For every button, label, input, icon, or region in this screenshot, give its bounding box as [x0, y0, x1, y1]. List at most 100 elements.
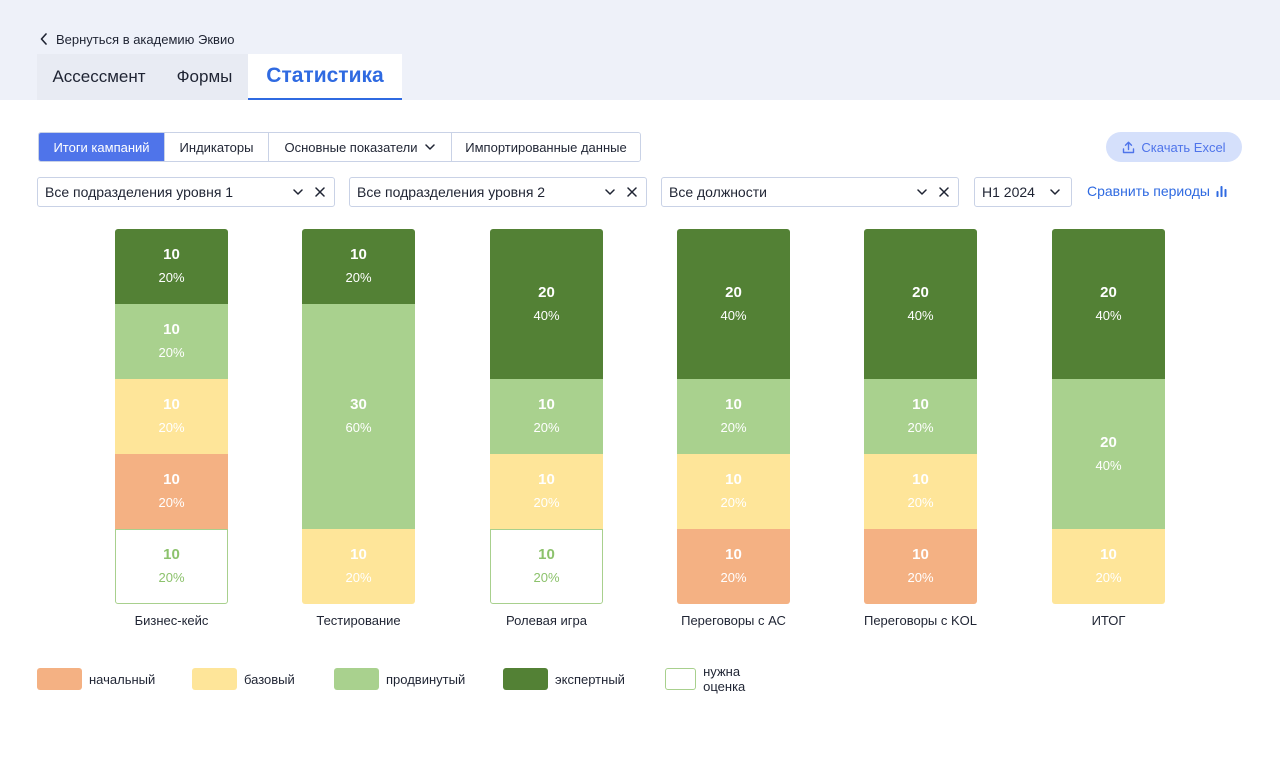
chevron-down-icon[interactable]	[287, 178, 309, 206]
bar-segment-expert[interactable]: 20 40%	[864, 229, 977, 379]
segment-count-label: 10	[163, 396, 180, 413]
category-label: Переговоры с АС	[681, 613, 786, 628]
segment-percent-label: 20%	[907, 495, 934, 510]
chevron-left-icon	[40, 33, 47, 45]
segment-count-label: 10	[538, 396, 555, 413]
bar-column: 10 20% 10 20% 10 20% 10 20% 10 20%	[115, 229, 228, 604]
bar-segment-needs-assessment[interactable]: 10 20%	[115, 529, 228, 604]
bar-segment-expert[interactable]: 20 40%	[1052, 229, 1165, 379]
bar-segment-expert[interactable]: 20 40%	[490, 229, 603, 379]
subtab-main-metrics[interactable]: Основные показатели	[269, 133, 452, 161]
legend-label: базовый	[244, 671, 295, 687]
bar-column: 20 40% 10 20% 10 20% 10 20%	[490, 229, 603, 604]
filter-level1-select[interactable]: Все подразделения уровня 1	[37, 177, 335, 207]
filter-period-value: H1 2024	[982, 184, 1035, 200]
bar-segment-expert[interactable]: 10 20%	[115, 229, 228, 304]
bar-segment-needs-assessment[interactable]: 10 20%	[490, 529, 603, 604]
back-link[interactable]: Вернуться в академию Эквио	[40, 31, 234, 47]
bar-segment-basic[interactable]: 10 20%	[115, 379, 228, 454]
segment-percent-label: 20%	[533, 495, 560, 510]
bar-segment-advanced[interactable]: 30 60%	[302, 304, 415, 529]
bar-segment-basic[interactable]: 10 20%	[864, 454, 977, 529]
bar-segment-advanced[interactable]: 20 40%	[1052, 379, 1165, 529]
compare-periods-link[interactable]: Сравнить периоды	[1087, 182, 1227, 200]
segment-count-label: 10	[163, 471, 180, 488]
filter-level1-value: Все подразделения уровня 1	[45, 184, 234, 200]
category-label: ИТОГ	[1091, 613, 1126, 628]
tab-forms[interactable]: Формы	[161, 54, 248, 100]
segment-percent-label: 20%	[345, 570, 372, 585]
clear-icon[interactable]	[933, 178, 955, 206]
legend-swatch	[37, 668, 82, 690]
segment-percent-label: 20%	[1095, 570, 1122, 585]
legend-item-beginner: начальный	[37, 668, 155, 690]
legend-label: экспертный	[555, 671, 625, 687]
legend-item-expert: экспертный	[503, 668, 625, 690]
segment-percent-label: 20%	[907, 570, 934, 585]
bar-segment-expert[interactable]: 20 40%	[677, 229, 790, 379]
clear-icon[interactable]	[621, 178, 643, 206]
segment-percent-label: 20%	[720, 495, 747, 510]
segment-percent-label: 20%	[533, 420, 560, 435]
download-excel-button[interactable]: Скачать Excel	[1106, 132, 1242, 162]
legend-swatch	[503, 668, 548, 690]
bar-segment-beginner[interactable]: 10 20%	[864, 529, 977, 604]
tab-assessment[interactable]: Ассессмент	[37, 54, 161, 100]
segment-count-label: 10	[912, 396, 929, 413]
bar-segment-basic[interactable]: 10 20%	[490, 454, 603, 529]
segment-count-label: 10	[163, 546, 180, 563]
chevron-down-icon[interactable]	[1044, 178, 1066, 206]
segment-count-label: 20	[1100, 433, 1117, 451]
segment-percent-label: 20%	[158, 495, 185, 510]
tab-statistics[interactable]: Статистика	[248, 54, 402, 100]
chevron-down-icon[interactable]	[599, 178, 621, 206]
subtab-campaign-results[interactable]: Итоги кампаний	[39, 133, 165, 161]
legend-item-basic: базовый	[192, 668, 295, 690]
clear-icon[interactable]	[309, 178, 331, 206]
segment-count-label: 10	[350, 246, 367, 263]
bar-segment-expert[interactable]: 10 20%	[302, 229, 415, 304]
filter-period-select[interactable]: H1 2024	[974, 177, 1072, 207]
segment-percent-label: 60%	[345, 420, 372, 435]
upload-icon	[1123, 141, 1135, 153]
bar-segment-basic[interactable]: 10 20%	[302, 529, 415, 604]
bar-segment-advanced[interactable]: 10 20%	[677, 379, 790, 454]
segment-percent-label: 20%	[158, 420, 185, 435]
filter-position-select[interactable]: Все должности	[661, 177, 959, 207]
segment-count-label: 10	[350, 546, 367, 563]
bar-segment-advanced[interactable]: 10 20%	[864, 379, 977, 454]
segment-count-label: 20	[912, 283, 929, 301]
bar-segment-basic[interactable]: 10 20%	[1052, 529, 1165, 604]
segment-count-label: 30	[350, 396, 367, 413]
subtab-imported-data[interactable]: Импортированные данные	[452, 133, 640, 161]
segment-count-label: 10	[538, 471, 555, 488]
category-label: Переговоры с KOL	[863, 613, 978, 628]
filter-level2-select[interactable]: Все подразделения уровня 2	[349, 177, 647, 207]
bar-segment-beginner[interactable]: 10 20%	[115, 454, 228, 529]
segment-percent-label: 40%	[533, 307, 560, 323]
segment-percent-label: 40%	[1095, 307, 1122, 323]
category-label: Ролевая игра	[506, 613, 587, 628]
bar-chart-icon	[1216, 186, 1227, 197]
segment-count-label: 10	[725, 396, 742, 413]
legend-label: начальный	[89, 671, 156, 687]
segment-count-label: 10	[163, 246, 180, 263]
segment-percent-label: 40%	[1095, 457, 1122, 473]
filter-level2-value: Все подразделения уровня 2	[357, 184, 546, 200]
compare-periods-label: Сравнить периоды	[1087, 183, 1210, 199]
subtab-group: Итоги кампаний Индикаторы Основные показ…	[38, 132, 641, 162]
segment-count-label: 10	[912, 546, 929, 563]
bar-segment-basic[interactable]: 10 20%	[677, 454, 790, 529]
subtab-indicators[interactable]: Индикаторы	[165, 133, 269, 161]
segment-percent-label: 20%	[158, 270, 185, 285]
bar-column: 20 40% 10 20% 10 20% 10 20%	[864, 229, 977, 604]
segment-count-label: 10	[1100, 546, 1117, 563]
bar-segment-advanced[interactable]: 10 20%	[490, 379, 603, 454]
segment-count-label: 20	[538, 283, 555, 301]
segment-percent-label: 20%	[533, 570, 560, 585]
bar-column: 20 40% 10 20% 10 20% 10 20%	[677, 229, 790, 604]
chevron-down-icon[interactable]	[911, 178, 933, 206]
segment-count-label: 10	[538, 546, 555, 563]
bar-segment-advanced[interactable]: 10 20%	[115, 304, 228, 379]
bar-segment-beginner[interactable]: 10 20%	[677, 529, 790, 604]
